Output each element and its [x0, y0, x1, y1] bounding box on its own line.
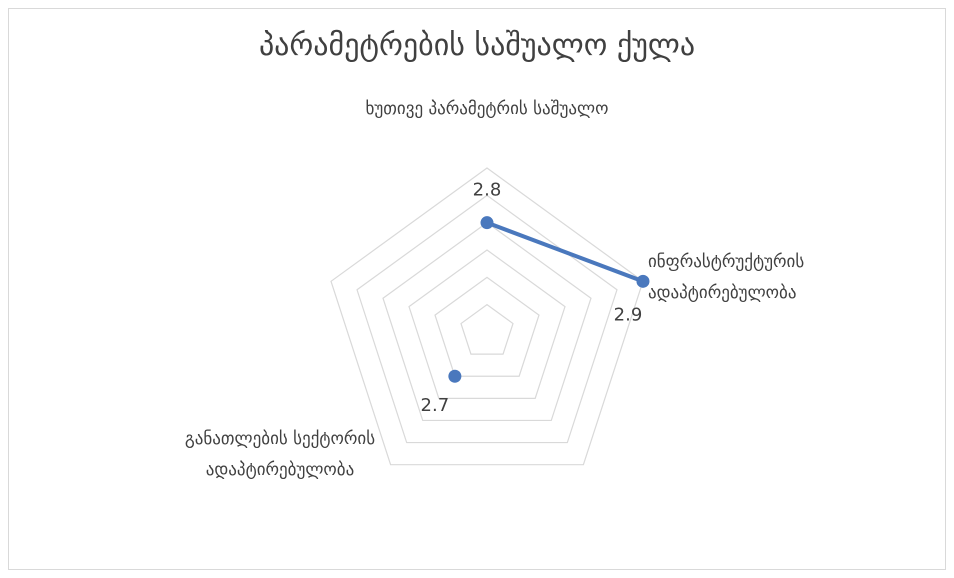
grid-ring — [382, 221, 592, 422]
data-label: 2.7 — [421, 395, 450, 416]
grid-ring — [408, 249, 566, 399]
marker — [448, 369, 462, 383]
category-label: განათლების სექტორის ადაპტირებულობა — [184, 429, 376, 480]
series-line — [486, 220, 644, 284]
marker — [480, 216, 494, 230]
grid-ring — [460, 303, 514, 355]
chart-title: პარამეტრების საშუალო ქულა — [258, 28, 696, 63]
grid-ring — [330, 167, 644, 466]
frame — [8, 8, 946, 570]
grid-ring — [434, 276, 540, 377]
category-label: ინფრასტრუქტურის ადაპტირებულობა — [648, 252, 805, 303]
data-label: 2.9 — [614, 304, 643, 325]
marker — [636, 274, 650, 288]
data-label: 2.8 — [473, 180, 502, 201]
category-label: ხუთივე პარამეტრის საშუალო — [365, 99, 609, 119]
grid-ring — [356, 194, 618, 444]
